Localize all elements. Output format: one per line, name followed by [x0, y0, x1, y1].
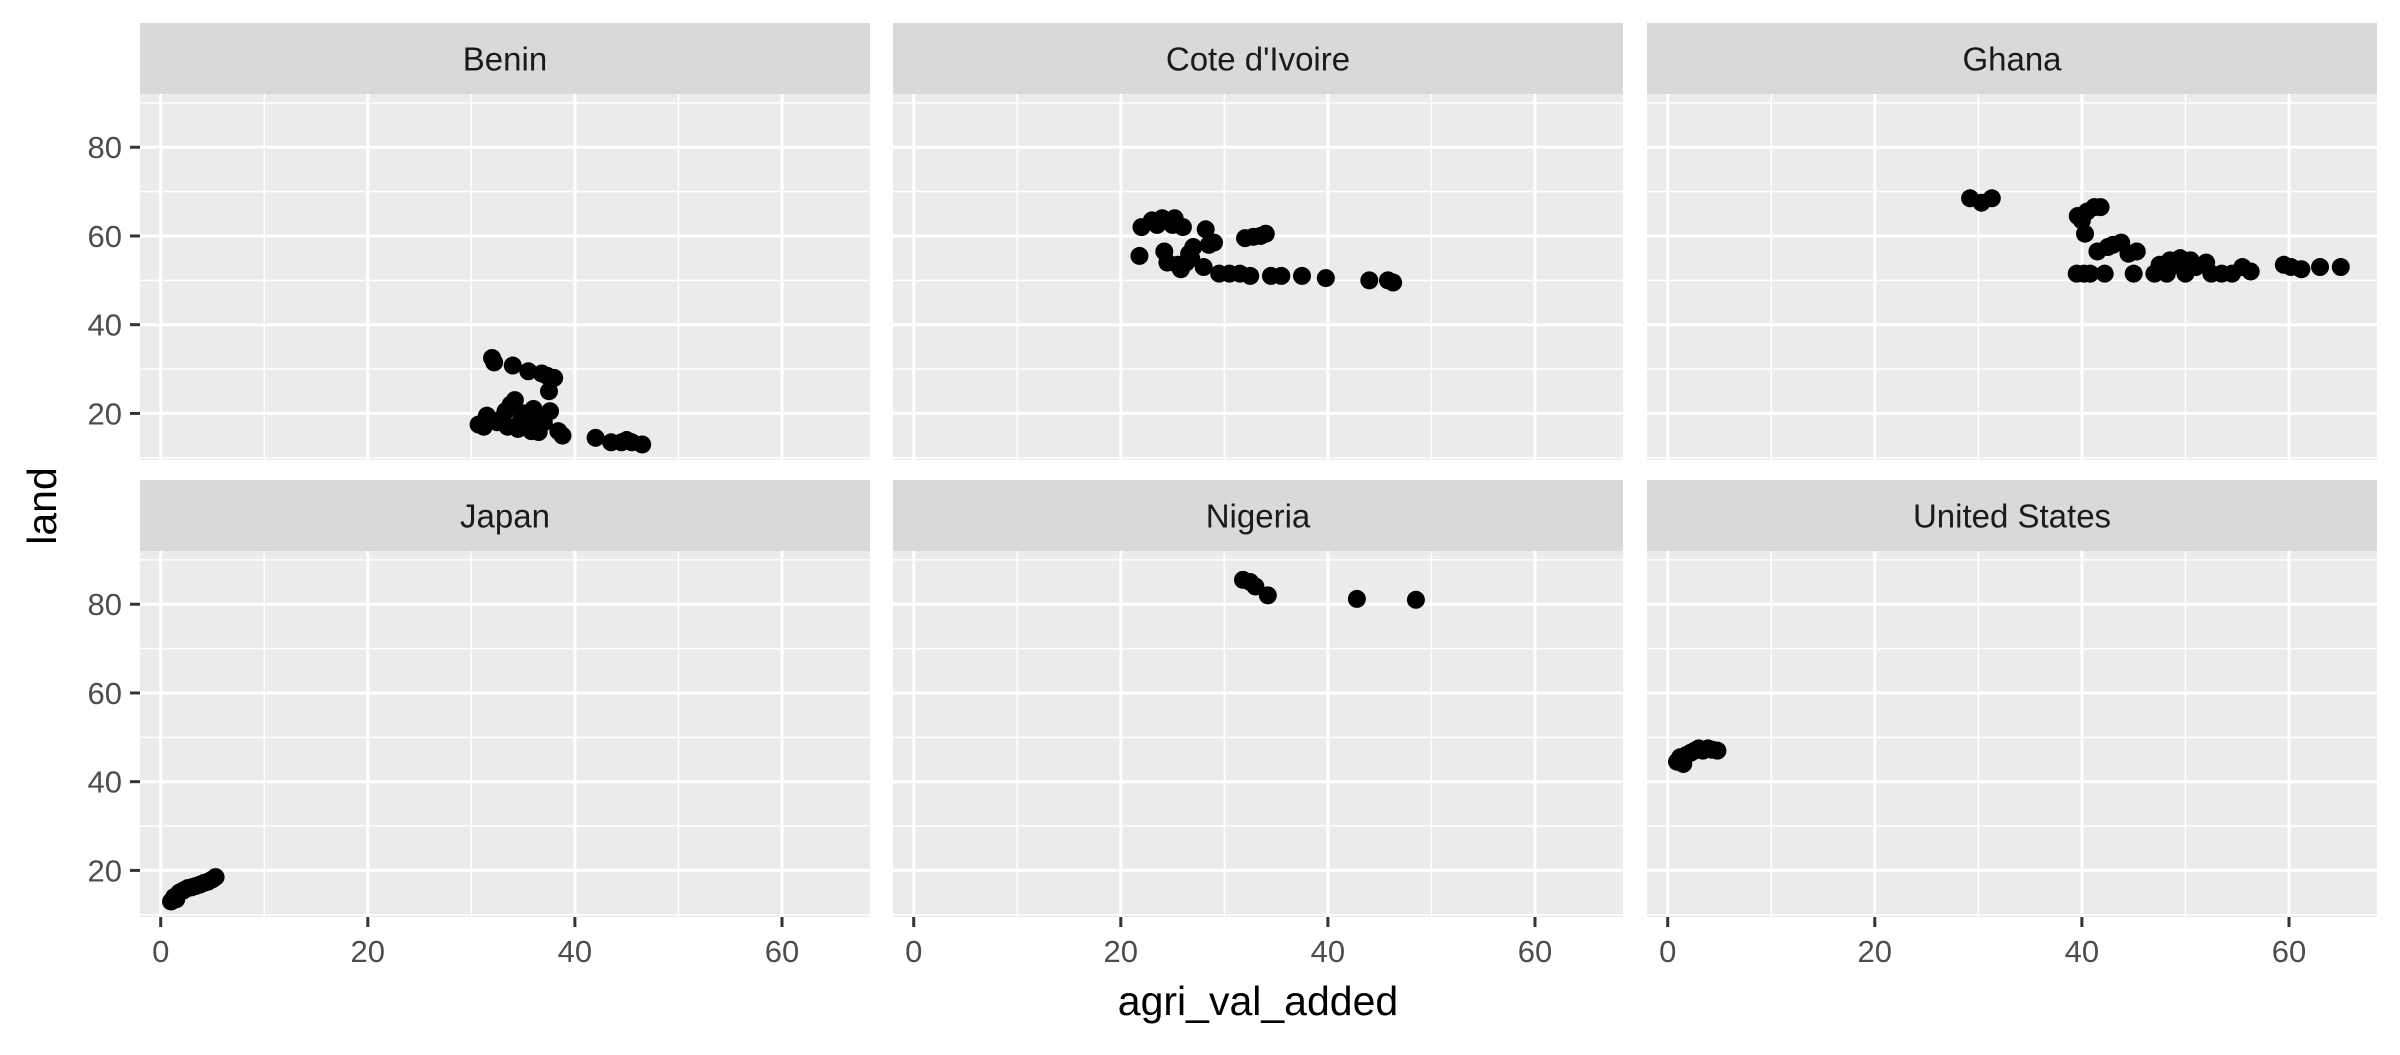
y-tick-label: 20	[88, 396, 122, 431]
data-point	[1708, 741, 1727, 760]
data-point	[2311, 258, 2330, 277]
x-tick-label: 40	[558, 934, 592, 969]
data-point	[2091, 198, 2110, 217]
data-point	[1256, 224, 1275, 243]
x-axis-title: agri_val_added	[1118, 978, 1398, 1024]
x-tick-label: 0	[152, 934, 169, 969]
data-point	[1173, 218, 1192, 237]
facet-strip	[893, 23, 1623, 94]
data-point	[485, 353, 504, 372]
facet-strip-label: Benin	[463, 41, 547, 78]
data-point	[2076, 224, 2094, 243]
facet-panel: United States 0 20 40 60	[1647, 480, 2377, 969]
data-point	[1347, 589, 1366, 608]
y-tick-label: 60	[88, 676, 122, 711]
data-point	[1293, 266, 1312, 285]
data-point	[1384, 273, 1403, 292]
data-point	[1130, 246, 1149, 265]
facet-strip	[140, 480, 870, 551]
data-point	[541, 402, 560, 421]
data-point	[1184, 238, 1203, 257]
data-point	[1406, 590, 1425, 609]
facet-strip-label: United States	[1913, 498, 2111, 535]
facet-strip	[1647, 23, 2377, 94]
facet-panel: Benin 20 40 60 80	[88, 23, 870, 460]
panel-background	[1647, 94, 2377, 460]
facet-strip	[893, 480, 1623, 551]
x-tick-label: 0	[1659, 934, 1676, 969]
data-point	[1258, 586, 1277, 605]
x-tick-label: 20	[1104, 934, 1138, 969]
x-tick-label: 0	[905, 934, 922, 969]
x-tick-label: 60	[765, 934, 799, 969]
facet-panel: Ghana	[1647, 23, 2377, 460]
x-tick-label: 20	[351, 934, 385, 969]
facet-panel: Nigeria 0 20 40 60	[893, 480, 1623, 969]
facet-strip-label: Japan	[460, 498, 550, 535]
facet-panel: Cote d'Ivoire	[893, 23, 1623, 460]
data-point	[1194, 258, 1213, 277]
data-point	[633, 435, 652, 454]
data-point	[1246, 577, 1265, 596]
y-tick-label: 80	[88, 587, 122, 622]
y-tick-label: 20	[88, 853, 122, 888]
data-point	[553, 426, 572, 445]
data-point	[519, 362, 538, 381]
x-tick-label: 40	[2065, 934, 2099, 969]
data-point	[545, 368, 564, 387]
data-point	[2331, 258, 2350, 277]
facet-strip	[140, 23, 870, 94]
data-point	[2124, 264, 2143, 283]
data-point	[2292, 260, 2311, 279]
facet-strip-label: Nigeria	[1206, 498, 1311, 535]
data-point	[1204, 233, 1223, 252]
data-point	[2127, 242, 2146, 261]
data-point	[1360, 271, 1379, 290]
data-point	[1316, 269, 1335, 288]
facet-strip-label: Cote d'Ivoire	[1166, 41, 1350, 78]
data-point	[2095, 264, 2114, 283]
facet-strip	[1647, 480, 2377, 551]
panel-background	[893, 551, 1623, 917]
panel-background	[140, 551, 870, 917]
y-tick-label: 40	[88, 308, 122, 343]
data-point	[2241, 262, 2260, 281]
x-tick-label: 60	[2272, 934, 2306, 969]
data-point	[2081, 264, 2100, 283]
data-point	[1196, 220, 1215, 239]
panel-background	[1647, 551, 2377, 917]
facet-strip-label: Ghana	[1962, 41, 2062, 78]
facet-panel: Japan 20 40 60 80 0 20 40 60	[88, 480, 870, 969]
x-tick-label: 40	[1311, 934, 1345, 969]
data-point	[1982, 189, 2001, 208]
y-tick-label: 40	[88, 765, 122, 800]
y-tick-label: 80	[88, 130, 122, 165]
data-point	[586, 428, 605, 447]
x-tick-label: 60	[1518, 934, 1552, 969]
data-point	[206, 868, 225, 887]
data-point	[1241, 266, 1260, 285]
y-tick-label: 60	[88, 219, 122, 254]
data-point	[503, 356, 522, 375]
data-point	[505, 391, 524, 410]
x-tick-label: 20	[1858, 934, 1892, 969]
y-axis-title: land	[19, 467, 65, 545]
data-point	[1272, 266, 1291, 285]
